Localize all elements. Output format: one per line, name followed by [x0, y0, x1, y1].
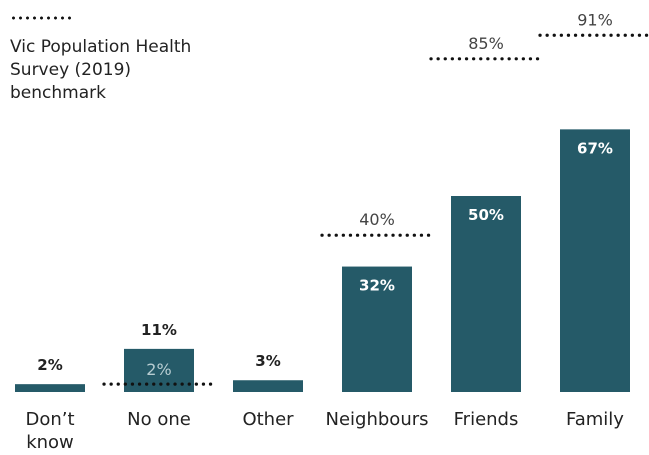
value-label-1: 11% — [141, 321, 177, 339]
benchmark-legend-swatch — [10, 16, 72, 20]
value-label-2: 3% — [255, 352, 280, 370]
value-label-4: 50% — [468, 206, 504, 224]
benchmark-legend-label: Vic Population Health Survey (2019) benc… — [10, 37, 192, 103]
bar-2 — [233, 380, 303, 392]
benchmark-label-5: 91% — [577, 10, 613, 29]
category-label-2: Other — [242, 409, 294, 430]
value-label-0: 2% — [37, 356, 62, 374]
benchmark-group — [102, 33, 649, 386]
benchmark-label-1: 2% — [146, 360, 171, 379]
category-label-1: No one — [127, 409, 191, 430]
bar-5 — [560, 129, 630, 393]
value-label-3: 32% — [359, 277, 395, 295]
bar-3 — [342, 266, 412, 392]
benchmark-label-4: 85% — [468, 34, 504, 53]
bar-4 — [451, 196, 521, 392]
value-label-5: 67% — [577, 139, 613, 157]
category-label-3: Neighbours — [326, 409, 429, 430]
benchmark-labels-group: 2% 40% 85% 91% — [146, 10, 612, 379]
category-label-5: Family — [566, 409, 624, 430]
category-label-0-line-0: Don’t — [25, 409, 74, 430]
bars-group — [15, 129, 630, 393]
bar-0 — [15, 384, 85, 392]
value-labels-group: 2% 11% 3% 32% 50% 67% — [37, 139, 613, 374]
legend: Vic Population Health Survey (2019) benc… — [10, 16, 210, 105]
category-label-0-line-1: know — [26, 432, 74, 453]
category-label-4: Friends — [454, 409, 519, 430]
benchmark-label-3: 40% — [359, 210, 395, 229]
